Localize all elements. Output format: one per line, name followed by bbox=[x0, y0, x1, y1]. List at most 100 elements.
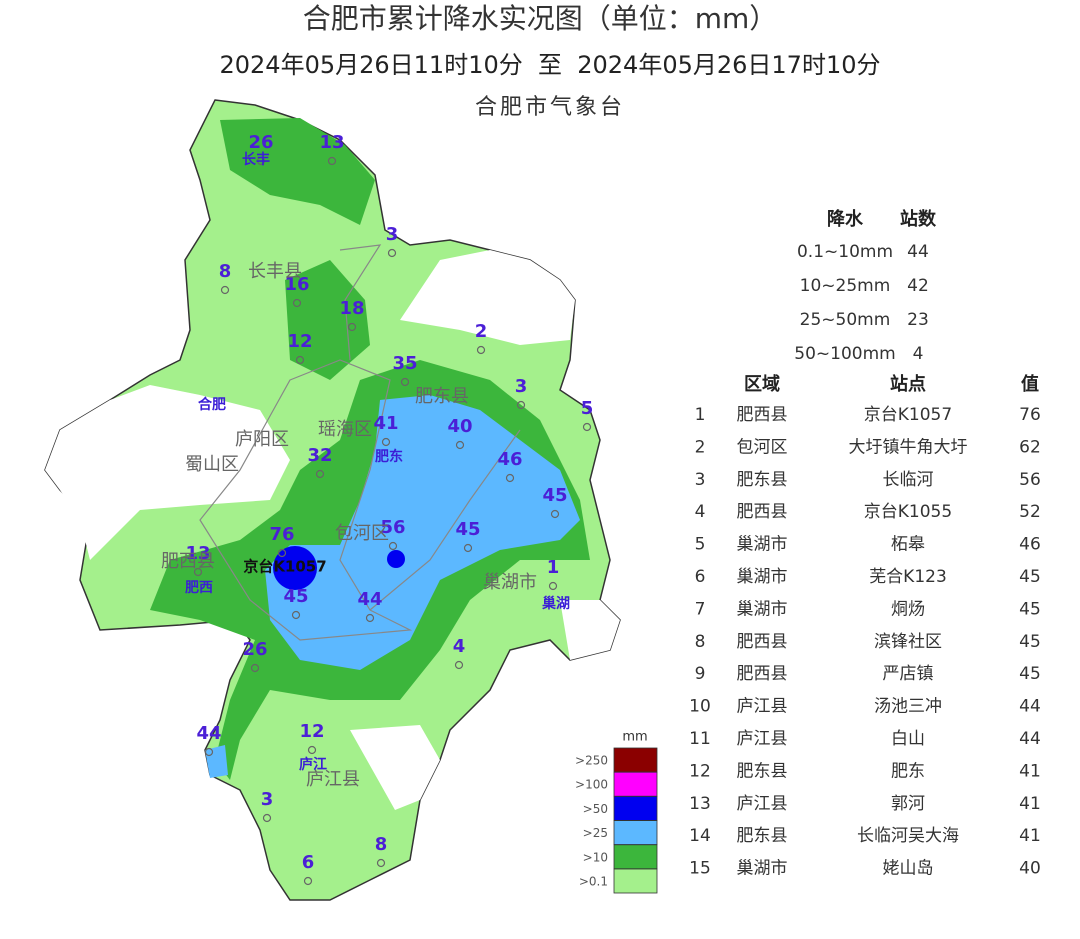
station-value: 2 bbox=[475, 321, 488, 342]
station-dot bbox=[277, 548, 287, 558]
ranking-cell: 肥东县 bbox=[737, 470, 788, 490]
ranking-cell: 45 bbox=[1019, 632, 1041, 652]
station-value: 5 bbox=[581, 398, 594, 419]
station-value: 3 bbox=[261, 789, 274, 810]
ranking-cell: 庐江县 bbox=[737, 729, 788, 749]
station-value: 45 bbox=[455, 519, 480, 540]
ranking-cell: 40 bbox=[1019, 859, 1041, 879]
legend-label: >25 bbox=[583, 826, 608, 840]
station-value: 12 bbox=[287, 331, 312, 352]
station-value: 1 bbox=[547, 557, 560, 578]
station-dot bbox=[455, 440, 465, 450]
station-dot bbox=[505, 473, 515, 483]
ranking-cell: 巢湖市 bbox=[737, 859, 788, 879]
station-dot bbox=[550, 509, 560, 519]
ranking-cell: 10 bbox=[689, 697, 711, 717]
ranking-cell: 滨锋社区 bbox=[874, 632, 942, 652]
legend-swatch bbox=[613, 771, 658, 797]
ranking-cell: 4 bbox=[695, 502, 706, 522]
ranking-cell: 肥东县 bbox=[737, 761, 788, 781]
district-label: 包河区 bbox=[335, 523, 389, 544]
station-dot bbox=[516, 400, 526, 410]
station-dot bbox=[387, 248, 397, 258]
station-value: 46 bbox=[497, 449, 522, 470]
wet-area bbox=[220, 118, 375, 225]
station-dot bbox=[256, 156, 266, 166]
ranking-cell: 姥山岛 bbox=[883, 859, 934, 879]
district-label: 长丰县 bbox=[248, 261, 302, 282]
rain-core bbox=[387, 550, 405, 568]
station-dot bbox=[376, 858, 386, 868]
district-label: 庐阳区 bbox=[235, 429, 289, 450]
ranking-cell: 44 bbox=[1019, 729, 1041, 749]
station-dot bbox=[463, 543, 473, 553]
station-dot bbox=[400, 377, 410, 387]
station-dot bbox=[388, 541, 398, 551]
ranking-cell: 肥西县 bbox=[737, 632, 788, 652]
ranking-cell: 大圩镇牛角大圩 bbox=[849, 437, 968, 457]
legend-swatch bbox=[613, 747, 658, 773]
ranking-cell: 烔炀 bbox=[891, 599, 925, 619]
ranking-cell: 肥东 bbox=[891, 761, 925, 781]
station-value: 3 bbox=[386, 224, 399, 245]
station-value: 13 bbox=[185, 543, 210, 564]
summary-cell: 50~100mm bbox=[794, 344, 895, 364]
ranking-cell: 包河区 bbox=[737, 437, 788, 457]
ranking-cell: 3 bbox=[695, 470, 706, 490]
station-dot bbox=[250, 663, 260, 673]
ranking-cell: 巢湖市 bbox=[737, 535, 788, 555]
ranking-cell: 62 bbox=[1019, 437, 1041, 457]
dry-area bbox=[45, 385, 290, 560]
ranking-cell: 2 bbox=[695, 437, 706, 457]
legend-swatch bbox=[613, 844, 658, 870]
station-value: 41 bbox=[373, 413, 398, 434]
ranking-cell: 汤池三冲 bbox=[874, 697, 942, 717]
station-dot bbox=[365, 613, 375, 623]
station-dot bbox=[315, 469, 325, 479]
legend-swatch bbox=[613, 820, 658, 845]
summary-header: 站数 bbox=[900, 208, 937, 230]
station-value: 40 bbox=[447, 416, 472, 437]
station-dot bbox=[548, 581, 558, 591]
station-dot bbox=[381, 437, 391, 447]
legend-label: >10 bbox=[583, 850, 608, 864]
ranking-cell: 严店镇 bbox=[883, 664, 934, 684]
station-value: 32 bbox=[307, 445, 332, 466]
ranking-cell: 巢湖市 bbox=[737, 567, 788, 587]
dry-area bbox=[350, 725, 440, 810]
ranking-cell: 9 bbox=[695, 664, 706, 684]
station-value: 6 bbox=[302, 852, 315, 873]
station-value: 4 bbox=[453, 636, 466, 657]
district-label: 肥东县 bbox=[415, 386, 469, 407]
ranking-cell: 76 bbox=[1019, 405, 1041, 425]
station-dot bbox=[476, 345, 486, 355]
ranking-cell: 15 bbox=[689, 859, 711, 879]
title: 合肥市累计降水实况图（单位：mm） bbox=[303, 2, 778, 35]
station-value: 44 bbox=[196, 723, 221, 744]
ranking-header: 值 bbox=[1021, 373, 1039, 395]
ranking-cell: 肥西县 bbox=[737, 502, 788, 522]
station-dot bbox=[303, 876, 313, 886]
ranking-cell: 白山 bbox=[891, 729, 925, 749]
legend-label: >100 bbox=[575, 778, 608, 792]
station-dot bbox=[262, 813, 272, 823]
summary-cell: 42 bbox=[907, 276, 929, 296]
station-value: 18 bbox=[339, 298, 364, 319]
legend-swatch bbox=[613, 868, 658, 894]
station-value: 8 bbox=[375, 834, 388, 855]
ranking-cell: 巢湖市 bbox=[737, 599, 788, 619]
ranking-cell: 柘皋 bbox=[891, 535, 925, 555]
ranking-cell: 11 bbox=[689, 729, 711, 749]
station-value: 26 bbox=[248, 132, 273, 153]
district-label: 瑶海区 bbox=[318, 419, 372, 440]
summary-cell: 25~50mm bbox=[800, 310, 891, 330]
ranking-cell: 肥西县 bbox=[737, 664, 788, 684]
ranking-cell: 长临河吴大海 bbox=[857, 826, 959, 846]
ranking-cell: 52 bbox=[1019, 502, 1041, 522]
station-value: 12 bbox=[299, 721, 324, 742]
ranking-cell: 肥东县 bbox=[737, 826, 788, 846]
ranking-cell: 41 bbox=[1019, 794, 1041, 814]
ranking-cell: 京台K1057 bbox=[864, 405, 952, 425]
station-dot bbox=[295, 355, 305, 365]
